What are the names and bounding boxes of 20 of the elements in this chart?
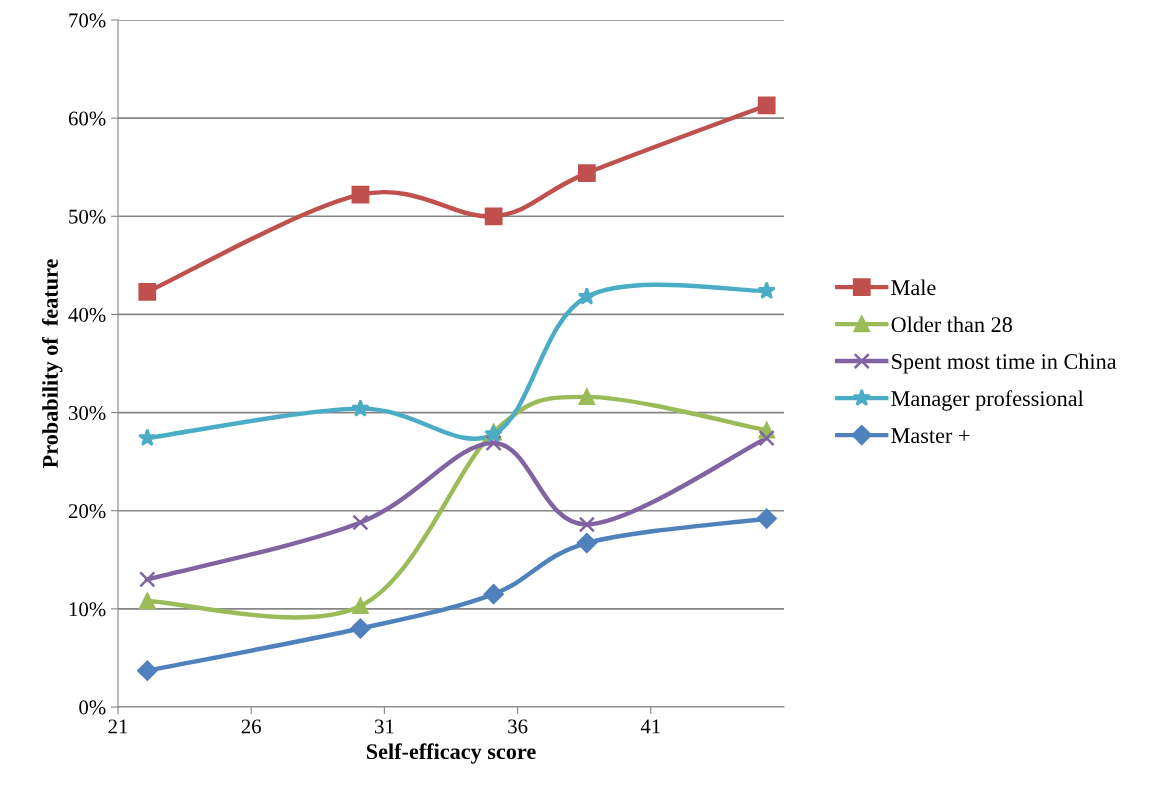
- x-tick-label: 26: [241, 719, 261, 734]
- y-tick-label: 60%: [68, 111, 106, 126]
- x-tick-label: 36: [508, 719, 528, 734]
- y-tick-label: 40%: [68, 307, 106, 322]
- y-tick-label: 70%: [69, 13, 106, 28]
- y-tick-label: 20%: [68, 504, 106, 519]
- legend-label: Master +: [891, 428, 970, 444]
- y-tick-label: 0%: [79, 700, 106, 715]
- legend-label: Older than 28: [891, 316, 1012, 333]
- x-axis-title: Self-efficacy score: [366, 743, 536, 764]
- x-tick-label: 31: [374, 719, 394, 734]
- x-tick-label: 21: [108, 719, 128, 734]
- y-tick-label: 10%: [69, 602, 106, 617]
- y-tick-label: 30%: [69, 405, 106, 421]
- legend-label: Manager professional: [891, 390, 1084, 411]
- legend-label: Male: [891, 279, 936, 296]
- y-axis-title: Probability of feature: [42, 259, 63, 468]
- legend-label: Spent most time in China: [892, 353, 1117, 374]
- x-tick-label: 41: [640, 719, 660, 734]
- y-tick-label: 50%: [69, 209, 106, 224]
